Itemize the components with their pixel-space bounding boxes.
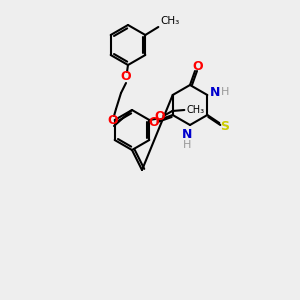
Text: O: O <box>148 116 159 128</box>
Text: CH₃: CH₃ <box>160 16 180 26</box>
Text: N: N <box>210 85 220 98</box>
Text: N: N <box>182 128 192 142</box>
Text: CH₃: CH₃ <box>186 105 204 115</box>
Text: O: O <box>154 110 165 124</box>
Text: H: H <box>183 140 191 150</box>
Text: S: S <box>220 119 229 133</box>
Text: H: H <box>221 87 230 97</box>
Text: O: O <box>193 61 203 74</box>
Text: O: O <box>108 115 118 128</box>
Text: O: O <box>121 70 131 83</box>
